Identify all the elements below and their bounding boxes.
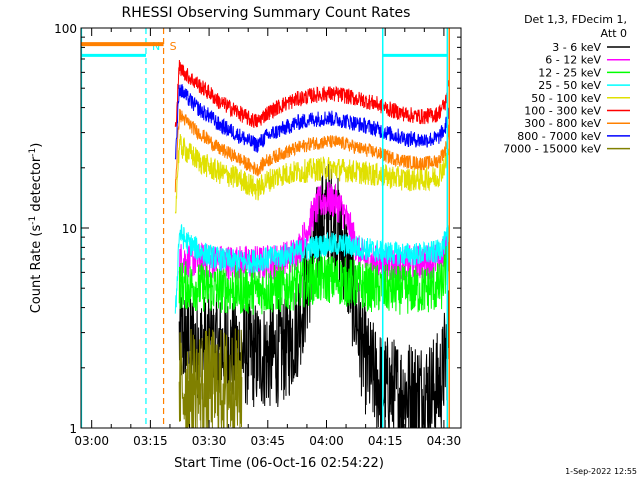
legend-entry-label: 25 - 50 keV — [538, 79, 601, 92]
x-tick-label: 03:15 — [133, 434, 168, 448]
legend-entry-label: 50 - 100 keV — [531, 92, 601, 105]
legend-entry-label: 12 - 25 keV — [538, 66, 601, 79]
chart-title: RHESSI Observing Summary Count Rates — [122, 5, 411, 21]
legend-entry-label: 6 - 12 keV — [545, 54, 601, 67]
series-line — [174, 133, 450, 214]
y-tick-label: 100 — [54, 22, 77, 36]
series-line — [174, 59, 450, 128]
legend-entry-label: 800 - 7000 keV — [517, 130, 601, 143]
x-tick-label: 03:00 — [74, 434, 109, 448]
marker-label: N — [152, 40, 160, 53]
x-tick-label: 03:45 — [250, 434, 285, 448]
series-line — [178, 241, 450, 315]
x-axis-label: Start Time (06-Oct-16 02:54:22) — [174, 456, 384, 471]
x-tick-label: 04:15 — [368, 434, 403, 448]
legend-header-line-2: Att 0 — [601, 27, 627, 40]
axes-layer: 03:00 03:15 03:30 03:45 04:00 04:15 04:30 1 10 10… — [54, 22, 461, 448]
series-line — [174, 224, 450, 314]
legend-entry-label: 7000 - 15000 keV — [503, 143, 601, 156]
series-line — [178, 328, 243, 428]
y-axis-label: Count Rate (s-1 detector-1) — [28, 143, 44, 314]
x-tick-label: 04:00 — [309, 434, 344, 448]
legend-entry-label: 100 - 300 keV — [524, 105, 601, 118]
x-tick-label: 03:30 — [192, 434, 227, 448]
series-line — [174, 108, 450, 193]
x-tick-label: 04:30 — [427, 434, 462, 448]
y-tick-label: 1 — [69, 422, 77, 436]
y-tick-label: 10 — [62, 222, 77, 236]
legend-entry-label: 300 - 800 keV — [524, 117, 601, 130]
data-layer — [174, 59, 450, 428]
marker-label: S — [170, 40, 177, 53]
series-line — [174, 84, 450, 160]
legend-header-line-1: Det 1,3, FDecim 1, — [524, 13, 627, 26]
footer-timestamp: 1-Sep-2022 12:55 — [565, 467, 637, 476]
legend-entry-label: 3 - 6 keV — [552, 41, 601, 54]
